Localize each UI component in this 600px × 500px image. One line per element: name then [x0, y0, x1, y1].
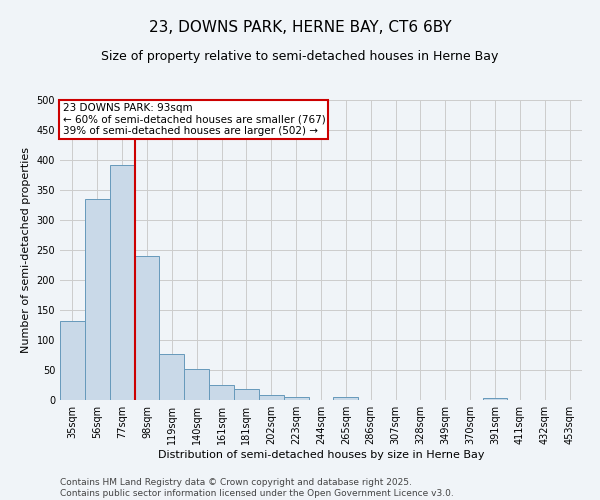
- Text: 23, DOWNS PARK, HERNE BAY, CT6 6BY: 23, DOWNS PARK, HERNE BAY, CT6 6BY: [149, 20, 451, 35]
- Bar: [259, 395, 284, 400]
- Bar: [60, 322, 85, 400]
- Bar: [160, 354, 184, 400]
- Bar: [284, 397, 308, 400]
- Bar: [184, 369, 209, 400]
- Y-axis label: Number of semi-detached properties: Number of semi-detached properties: [21, 147, 31, 353]
- Bar: [85, 199, 110, 400]
- Bar: [482, 398, 508, 400]
- Text: Size of property relative to semi-detached houses in Herne Bay: Size of property relative to semi-detach…: [101, 50, 499, 63]
- Text: 23 DOWNS PARK: 93sqm
← 60% of semi-detached houses are smaller (767)
39% of semi: 23 DOWNS PARK: 93sqm ← 60% of semi-detac…: [62, 103, 325, 136]
- Bar: [334, 397, 358, 400]
- Bar: [234, 388, 259, 400]
- Text: Contains HM Land Registry data © Crown copyright and database right 2025.
Contai: Contains HM Land Registry data © Crown c…: [60, 478, 454, 498]
- Bar: [134, 256, 160, 400]
- Bar: [110, 165, 134, 400]
- X-axis label: Distribution of semi-detached houses by size in Herne Bay: Distribution of semi-detached houses by …: [158, 450, 484, 460]
- Bar: [209, 385, 234, 400]
